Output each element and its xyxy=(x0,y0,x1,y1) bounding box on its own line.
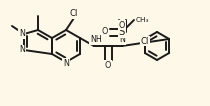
Text: Cl: Cl xyxy=(70,10,78,19)
Text: N: N xyxy=(119,36,125,45)
Text: N: N xyxy=(19,45,25,54)
Text: O: O xyxy=(119,20,125,29)
Text: N: N xyxy=(63,59,69,68)
Text: O: O xyxy=(102,27,108,36)
Text: CH₃: CH₃ xyxy=(136,17,150,23)
Text: S: S xyxy=(119,27,125,37)
Text: N: N xyxy=(19,29,25,38)
Text: Cl: Cl xyxy=(141,36,149,45)
Text: O: O xyxy=(105,61,111,70)
Text: NH: NH xyxy=(90,36,102,45)
